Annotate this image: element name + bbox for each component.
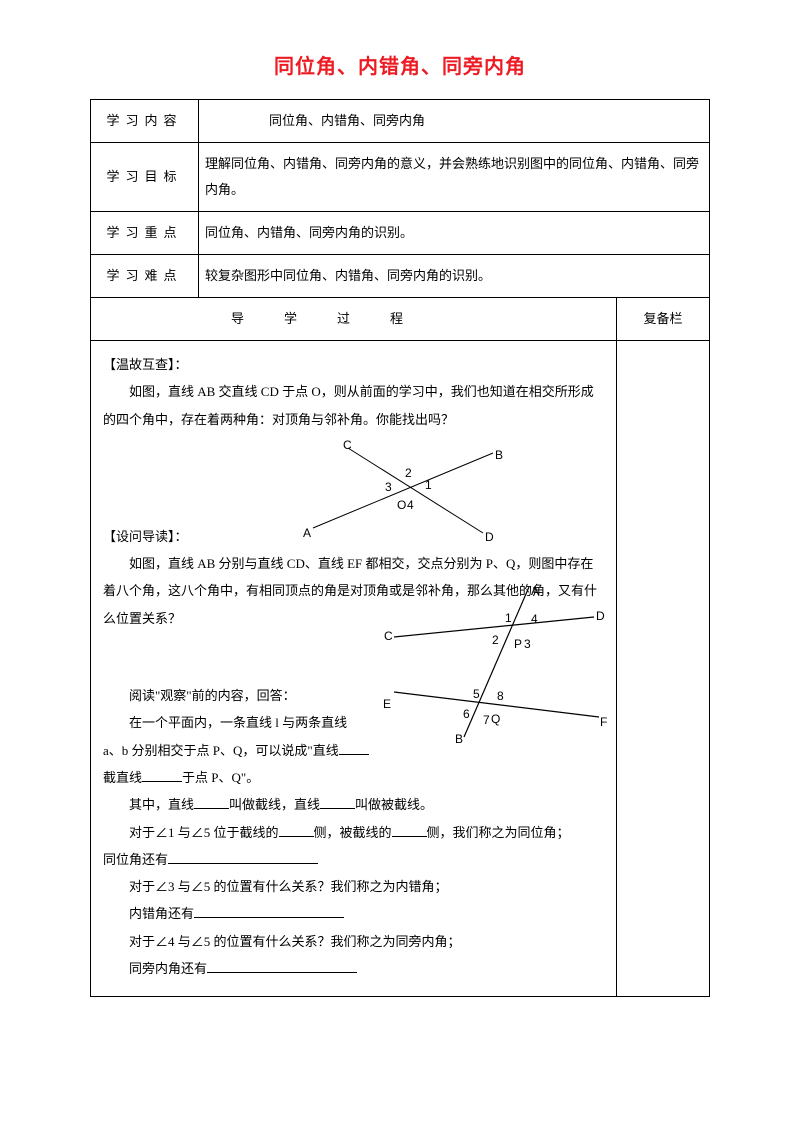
- d2-7: 7: [483, 708, 490, 733]
- d1-4: 4: [407, 493, 414, 518]
- d2-3: 3: [524, 632, 531, 657]
- d2-4: 4: [531, 607, 538, 632]
- section2-p4: 对于∠1 与∠5 位于截线的侧，被截线的侧，我们称之为同位角；: [103, 819, 604, 846]
- d2-P: P: [514, 632, 522, 657]
- blank-1: [339, 741, 369, 755]
- worksheet-table: 学习内容 同位角、内错角、同旁内角 学习目标 理解同位角、内错角、同旁内角的意义…: [90, 99, 710, 997]
- d2-6: 6: [463, 702, 470, 727]
- section2-p7: 内错角还有: [103, 900, 604, 927]
- d1-1: 1: [425, 473, 432, 498]
- d2-C: C: [384, 624, 393, 649]
- d1-O: O: [397, 493, 406, 518]
- blank-8: [194, 904, 344, 918]
- section2-p5: 同位角还有: [103, 846, 604, 873]
- doc-title: 同位角、内错角、同旁内角: [90, 50, 710, 79]
- d1-3: 3: [385, 475, 392, 500]
- d2-5: 5: [473, 682, 480, 707]
- fubei-body: [617, 341, 710, 997]
- row-process-header: 导学过程 复备栏: [91, 298, 710, 341]
- d2-B: B: [455, 727, 463, 752]
- row-content: 学习内容 同位角、内错角、同旁内角: [91, 100, 710, 143]
- d1-2: 2: [405, 461, 412, 486]
- label-content: 学习内容: [91, 100, 199, 143]
- section1-title: 【温故互查】：: [103, 351, 604, 378]
- process-body: 【温故互查】： 如图，直线 AB 交直线 CD 于点 O，则从前面的学习中，我们…: [91, 341, 617, 997]
- d2-E: E: [383, 692, 391, 717]
- label-focus: 学习重点: [91, 212, 199, 255]
- d2-8: 8: [497, 684, 504, 709]
- d2-F: F: [600, 710, 607, 735]
- d1-D: D: [485, 525, 494, 550]
- label-process: 导学过程: [91, 298, 617, 341]
- label-diff: 学习难点: [91, 255, 199, 298]
- blank-9: [207, 959, 357, 973]
- section2-p6: 对于∠3 与∠5 的位置有什么关系？我们称之为内错角；: [103, 873, 604, 900]
- d1-A: A: [303, 521, 311, 546]
- label-fubei: 复备栏: [617, 298, 710, 341]
- blank-5: [279, 823, 314, 837]
- section1-p1: 如图，直线 AB 交直线 CD 于点 O，则从前面的学习中，我们也知道在相交所形…: [103, 378, 604, 433]
- value-content: 同位角、内错角、同旁内角: [199, 100, 710, 143]
- d2-A: A: [531, 579, 539, 604]
- d2-D: D: [596, 604, 605, 629]
- d1-C: C: [343, 433, 352, 458]
- row-focus: 学习重点 同位角、内错角、同旁内角的识别。: [91, 212, 710, 255]
- section2-p8: 对于∠4 与∠5 的位置有什么关系？我们称之为同旁内角；: [103, 928, 604, 955]
- value-diff: 较复杂图形中同位角、内错角、同旁内角的识别。: [199, 255, 710, 298]
- section2-p3: 其中，直线叫做截线，直线叫做被截线。: [103, 791, 604, 818]
- diagram-1: A B C D O 1 2 3 4: [293, 433, 523, 543]
- blank-6: [392, 823, 427, 837]
- label-goal: 学习目标: [91, 143, 199, 212]
- value-focus: 同位角、内错角、同旁内角的识别。: [199, 212, 710, 255]
- blank-7: [168, 850, 318, 864]
- d2-2: 2: [492, 628, 499, 653]
- diagram-2: A B C D E F P Q 1 2 3 4 5 6 7: [379, 582, 609, 742]
- d1-B: B: [495, 443, 503, 468]
- page: 同位角、内错角、同旁内角 学习内容 同位角、内错角、同旁内角 学习目标 理解同位…: [0, 0, 800, 1132]
- blank-3: [194, 795, 229, 809]
- row-process-body: 【温故互查】： 如图，直线 AB 交直线 CD 于点 O，则从前面的学习中，我们…: [91, 341, 710, 997]
- d2-Q: Q: [491, 707, 500, 732]
- value-goal: 理解同位角、内错角、同旁内角的意义，并会熟练地识别图中的同位角、内错角、同旁内角…: [199, 143, 710, 212]
- d2-1: 1: [505, 606, 512, 631]
- section2-p9: 同旁内角还有: [103, 955, 604, 982]
- blank-4: [320, 795, 355, 809]
- row-goal: 学习目标 理解同位角、内错角、同旁内角的意义，并会熟练地识别图中的同位角、内错角…: [91, 143, 710, 212]
- blank-2: [142, 768, 182, 782]
- row-diff: 学习难点 较复杂图形中同位角、内错角、同旁内角的识别。: [91, 255, 710, 298]
